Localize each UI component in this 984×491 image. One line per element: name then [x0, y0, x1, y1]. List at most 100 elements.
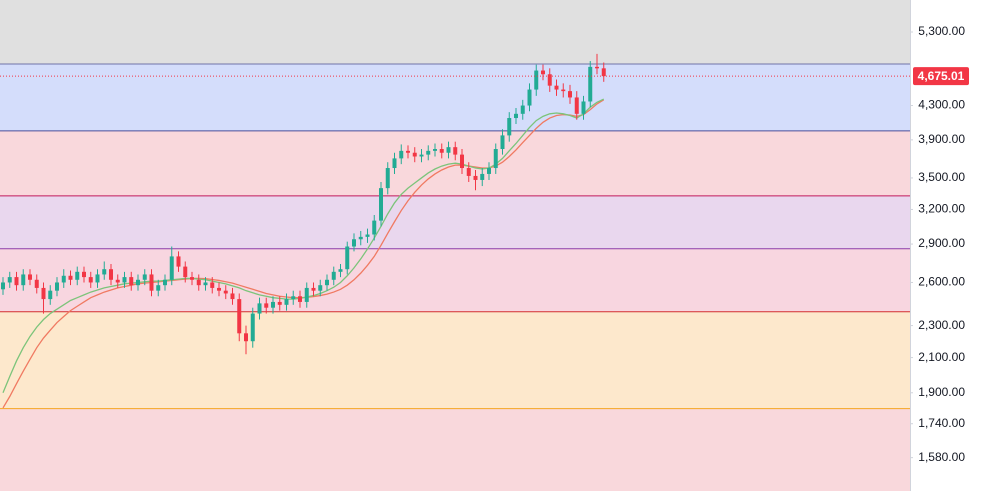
y-tick-label: 2,300.00: [918, 318, 965, 332]
candle-body: [581, 101, 586, 114]
candle-body: [318, 285, 323, 291]
candle-body: [41, 287, 46, 300]
candle-body: [55, 282, 59, 291]
candle-body: [169, 256, 174, 280]
candle-body: [271, 301, 275, 308]
candle-body: [196, 279, 201, 286]
candle-body: [230, 293, 235, 300]
candle-body: [372, 220, 377, 235]
candle-body: [514, 113, 518, 119]
candle-body: [365, 234, 370, 237]
candle-body: [433, 149, 437, 151]
candle-body: [136, 279, 140, 286]
candle-body: [304, 287, 309, 302]
candle-body: [460, 154, 464, 169]
candle-body: [399, 150, 404, 159]
y-tick-label: 2,900.00: [918, 236, 965, 250]
zone: [0, 64, 910, 131]
candle-body: [345, 246, 350, 270]
candle-body: [446, 147, 451, 153]
candle-body: [419, 154, 424, 157]
candle-body: [250, 313, 255, 342]
candle-body: [453, 147, 458, 155]
candle-body: [237, 299, 242, 334]
candle-body: [325, 279, 329, 286]
candle-body: [588, 66, 593, 102]
y-tick-label: 4,300.00: [918, 98, 965, 112]
candle-body: [156, 285, 161, 291]
moving-average: [2, 98, 605, 394]
candle-body: [142, 274, 147, 280]
candle-body: [277, 301, 282, 305]
candle-body: [574, 97, 579, 114]
candle-body: [379, 188, 383, 221]
candle-body: [298, 296, 302, 302]
y-tick-label: 2,100.00: [918, 350, 965, 364]
candle-body: [21, 274, 26, 286]
candle-body: [338, 269, 343, 272]
candle-body: [95, 274, 100, 283]
y-tick-label: 1,580.00: [918, 450, 965, 464]
candle-body: [149, 274, 154, 291]
candle-body: [82, 271, 86, 278]
candle-body: [1, 282, 5, 290]
candle-body: [264, 303, 269, 308]
candle-body: [595, 66, 599, 69]
y-tick-label: 1,740.00: [918, 416, 965, 430]
y-tick-label: 2,600.00: [918, 275, 965, 289]
candle-body: [48, 290, 53, 300]
candle-body: [122, 277, 127, 283]
zone: [0, 195, 910, 249]
candle-body: [88, 277, 93, 283]
candle-body: [554, 85, 559, 90]
candle-body: [466, 168, 471, 176]
zone: [0, 408, 910, 491]
candle-body: [223, 290, 228, 294]
y-tick-label: 3,900.00: [918, 132, 965, 146]
candle-body: [392, 158, 397, 169]
candle-body: [541, 70, 545, 75]
candle-body: [412, 152, 417, 157]
candle-body: [601, 68, 606, 77]
candle-body: [547, 74, 552, 86]
candle-body: [500, 135, 505, 150]
y-tick-label: 3,200.00: [918, 202, 965, 216]
candle-body: [129, 277, 134, 286]
candle-body: [34, 279, 39, 288]
y-tick-label: 5,300.00: [918, 24, 965, 38]
candle-body: [210, 282, 215, 288]
y-tick-label: 1,900.00: [918, 385, 965, 399]
candle-body: [61, 275, 66, 283]
candle-body: [115, 279, 120, 283]
candle-body: [176, 256, 181, 267]
candle-body: [311, 287, 316, 291]
candle-body: [75, 271, 80, 280]
candle-body: [14, 277, 19, 286]
candle-body: [284, 299, 289, 305]
candle-body: [190, 277, 194, 280]
candle-body: [426, 150, 431, 155]
candle-body: [352, 239, 356, 247]
candle-body: [68, 275, 73, 280]
candle-body: [358, 236, 363, 240]
candle-body: [217, 287, 221, 291]
candle-body: [331, 271, 336, 280]
candle-body: [534, 70, 539, 90]
candle-body: [7, 277, 12, 283]
zone: [0, 0, 910, 65]
candle-body: [439, 149, 444, 153]
candle-body: [109, 269, 113, 280]
candle-body: [163, 279, 167, 286]
candle-body: [385, 168, 390, 189]
candle-body: [244, 333, 248, 342]
candle-body: [561, 89, 566, 92]
candle-body: [183, 266, 188, 278]
candle-body: [102, 269, 107, 275]
candle-body: [527, 89, 532, 106]
candle-body: [487, 168, 491, 174]
current-price-box: [913, 67, 969, 86]
candle-body: [480, 173, 485, 180]
candle-body: [28, 274, 32, 280]
y-tick-label: 3,500.00: [918, 170, 965, 184]
